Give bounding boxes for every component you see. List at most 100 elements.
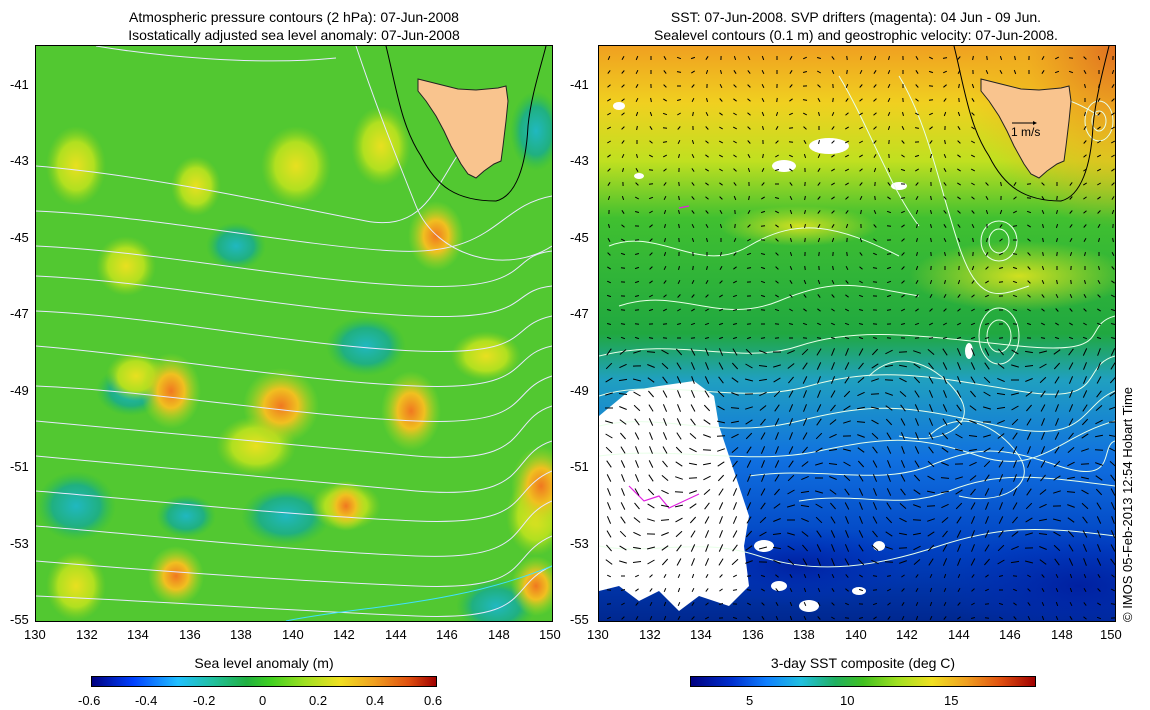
velocity-arrow bbox=[1027, 238, 1031, 242]
velocity-arrow bbox=[844, 362, 850, 370]
velocity-arrow bbox=[1055, 404, 1059, 412]
velocity-arrow bbox=[606, 474, 612, 482]
velocity-arrow bbox=[747, 98, 751, 102]
velocity-arrow bbox=[886, 488, 892, 496]
velocity-arrow bbox=[831, 602, 835, 606]
velocity-arrow bbox=[647, 559, 655, 565]
velocity-arrow bbox=[872, 252, 878, 256]
velocity-arrow bbox=[957, 558, 961, 566]
velocity-arrow bbox=[927, 475, 935, 481]
velocity-arrow bbox=[858, 348, 864, 356]
velocity-arrow bbox=[1025, 532, 1033, 536]
velocity-arrow bbox=[1096, 336, 1102, 340]
velocity-arrow bbox=[678, 195, 680, 201]
velocity-arrow bbox=[1109, 406, 1115, 410]
velocity-arrow bbox=[690, 322, 696, 326]
velocity-arrow bbox=[915, 265, 919, 271]
velocity-arrow bbox=[705, 573, 709, 579]
velocity-arrow bbox=[690, 337, 696, 339]
velocity-arrow bbox=[759, 378, 767, 382]
velocity-arrow bbox=[760, 280, 766, 284]
velocity-arrow bbox=[874, 195, 876, 201]
velocity-arrow bbox=[886, 502, 892, 510]
velocity-arrow bbox=[607, 112, 611, 116]
velocity-arrow bbox=[1012, 309, 1018, 311]
velocity-arrow bbox=[971, 574, 975, 578]
velocity-arrow bbox=[844, 322, 850, 326]
velocity-arrow bbox=[887, 111, 891, 117]
velocity-arrow bbox=[607, 195, 611, 201]
velocity-arrow bbox=[1024, 365, 1034, 367]
velocity-arrow bbox=[844, 168, 850, 172]
velocity-arrow bbox=[873, 224, 877, 228]
velocity-arrow bbox=[733, 112, 737, 116]
right-x-tick: 142 bbox=[896, 627, 918, 642]
velocity-arrow bbox=[942, 57, 948, 59]
velocity-arrow bbox=[998, 348, 1004, 356]
velocity-arrow bbox=[830, 516, 836, 524]
velocity-arrow bbox=[999, 224, 1003, 228]
velocity-arrow bbox=[971, 83, 975, 89]
velocity-arrow bbox=[915, 418, 919, 426]
velocity-arrow bbox=[941, 432, 949, 440]
velocity-arrow bbox=[859, 168, 863, 172]
velocity-arrow bbox=[775, 602, 779, 606]
velocity-arrow bbox=[635, 55, 639, 61]
velocity-arrow bbox=[621, 153, 625, 159]
velocity-arrow bbox=[633, 517, 641, 523]
velocity-arrow bbox=[663, 615, 667, 621]
velocity-arrow bbox=[928, 558, 934, 566]
velocity-arrow bbox=[1055, 322, 1059, 326]
velocity-arrow bbox=[760, 309, 766, 311]
velocity-arrow bbox=[1108, 421, 1115, 423]
velocity-arrow bbox=[986, 237, 988, 243]
velocity-arrow bbox=[661, 475, 669, 481]
velocity-arrow bbox=[1066, 491, 1076, 493]
velocity-arrow bbox=[971, 126, 975, 130]
velocity-arrow bbox=[998, 337, 1004, 339]
velocity-arrow bbox=[606, 126, 612, 130]
velocity-arrow bbox=[732, 323, 738, 325]
velocity-arrow bbox=[831, 111, 835, 117]
velocity-arrow bbox=[677, 404, 681, 412]
velocity-arrow bbox=[774, 418, 780, 426]
velocity-arrow bbox=[857, 406, 865, 410]
velocity-arrow bbox=[957, 168, 961, 172]
velocity-arrow bbox=[1025, 391, 1033, 397]
velocity-arrow bbox=[830, 337, 836, 339]
velocity-arrow bbox=[661, 558, 669, 566]
velocity-arrow bbox=[790, 223, 792, 229]
velocity-arrow bbox=[1110, 588, 1115, 592]
velocity-arrow bbox=[1083, 70, 1087, 74]
velocity-arrow bbox=[928, 70, 934, 74]
velocity-arrow bbox=[831, 210, 835, 214]
velocity-arrow bbox=[901, 252, 905, 256]
velocity-arrow bbox=[873, 167, 877, 173]
left-x-tick: 136 bbox=[179, 627, 201, 642]
velocity-arrow bbox=[831, 140, 835, 144]
velocity-arrow bbox=[930, 237, 932, 243]
velocity-arrow bbox=[831, 126, 835, 130]
velocity-arrow bbox=[1027, 266, 1031, 270]
velocity-arrow bbox=[1055, 293, 1059, 299]
velocity-arrow bbox=[1053, 531, 1061, 537]
velocity-arrow bbox=[857, 377, 865, 383]
velocity-arrow bbox=[872, 575, 878, 577]
velocity-arrow bbox=[719, 574, 723, 578]
velocity-arrow bbox=[971, 112, 975, 116]
velocity-arrow bbox=[957, 140, 961, 144]
velocity-arrow bbox=[1040, 446, 1046, 454]
velocity-arrow bbox=[912, 532, 922, 536]
velocity-arrow bbox=[664, 237, 666, 243]
right-y-tick: -53 bbox=[570, 536, 589, 551]
velocity-arrow bbox=[606, 616, 612, 620]
velocity-arrow bbox=[982, 406, 992, 410]
velocity-arrow bbox=[1098, 83, 1100, 89]
velocity-arrow bbox=[1096, 168, 1102, 172]
velocity-arrow bbox=[747, 84, 751, 88]
velocity-arrow bbox=[970, 140, 976, 144]
velocity-arrow bbox=[1041, 294, 1045, 298]
velocity-arrow bbox=[1038, 533, 1048, 535]
velocity-arrow bbox=[929, 404, 933, 412]
velocity-arrow bbox=[675, 476, 683, 480]
